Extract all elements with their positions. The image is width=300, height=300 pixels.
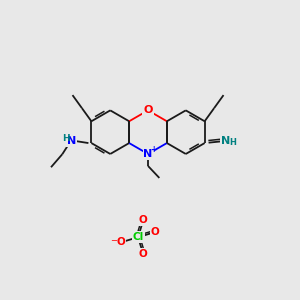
Text: O: O: [151, 227, 159, 237]
Text: O: O: [139, 215, 148, 225]
Text: −: −: [110, 236, 117, 245]
Text: O: O: [139, 249, 148, 259]
Text: H: H: [229, 138, 236, 147]
Text: N: N: [67, 136, 76, 146]
Text: Cl: Cl: [133, 232, 144, 242]
Text: N: N: [143, 149, 153, 159]
Text: +: +: [150, 145, 156, 154]
Text: O: O: [117, 237, 126, 247]
Text: O: O: [143, 105, 153, 116]
Text: H: H: [62, 134, 70, 143]
Text: N: N: [220, 136, 230, 146]
